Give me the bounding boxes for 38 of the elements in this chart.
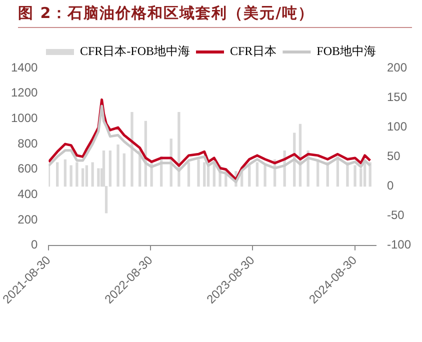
- y-tick-label: 400: [18, 187, 38, 202]
- y2-tick-label: 0: [386, 178, 394, 193]
- bar: [178, 112, 180, 187]
- y-tick-label: 1000: [10, 111, 38, 125]
- y-tick-label: 800: [18, 136, 38, 150]
- y2-tick-label: -100: [386, 238, 412, 252]
- bar: [116, 144, 120, 187]
- bar: [70, 165, 72, 187]
- y-tick-label: 600: [18, 162, 38, 176]
- legend-label: CFR日本: [230, 44, 277, 58]
- bar: [197, 159, 200, 187]
- y2-tick-label: 200: [386, 60, 408, 74]
- bar: [187, 162, 190, 187]
- legend-label: FOB地中海: [316, 44, 376, 58]
- bar: [354, 165, 356, 187]
- chart-title: 图 2：石脑油价格和区域套利（美元/吨）: [18, 4, 412, 28]
- bar: [76, 162, 78, 187]
- bar: [256, 162, 259, 187]
- bar: [91, 162, 94, 187]
- y-tick-label: 1200: [10, 86, 38, 100]
- bar: [122, 153, 126, 187]
- y2-tick-label: -50: [386, 208, 405, 222]
- y2-tick-label: 50: [386, 149, 401, 164]
- y2-tick-label: 150: [386, 90, 408, 104]
- y-tick-label: 0: [31, 238, 38, 252]
- bar: [97, 168, 100, 187]
- y-tick-label: 200: [18, 212, 38, 226]
- bar: [264, 165, 266, 187]
- y-tick-label: 1400: [10, 60, 38, 74]
- y2-tick-label: 100: [386, 119, 408, 134]
- bar: [85, 165, 88, 187]
- bar: [56, 162, 59, 187]
- bar: [203, 162, 206, 187]
- bar: [64, 159, 67, 187]
- bar: [130, 112, 134, 187]
- bar: [248, 165, 251, 187]
- bar: [81, 168, 84, 187]
- legend-label: CFR日本-FOB地中海: [80, 44, 190, 58]
